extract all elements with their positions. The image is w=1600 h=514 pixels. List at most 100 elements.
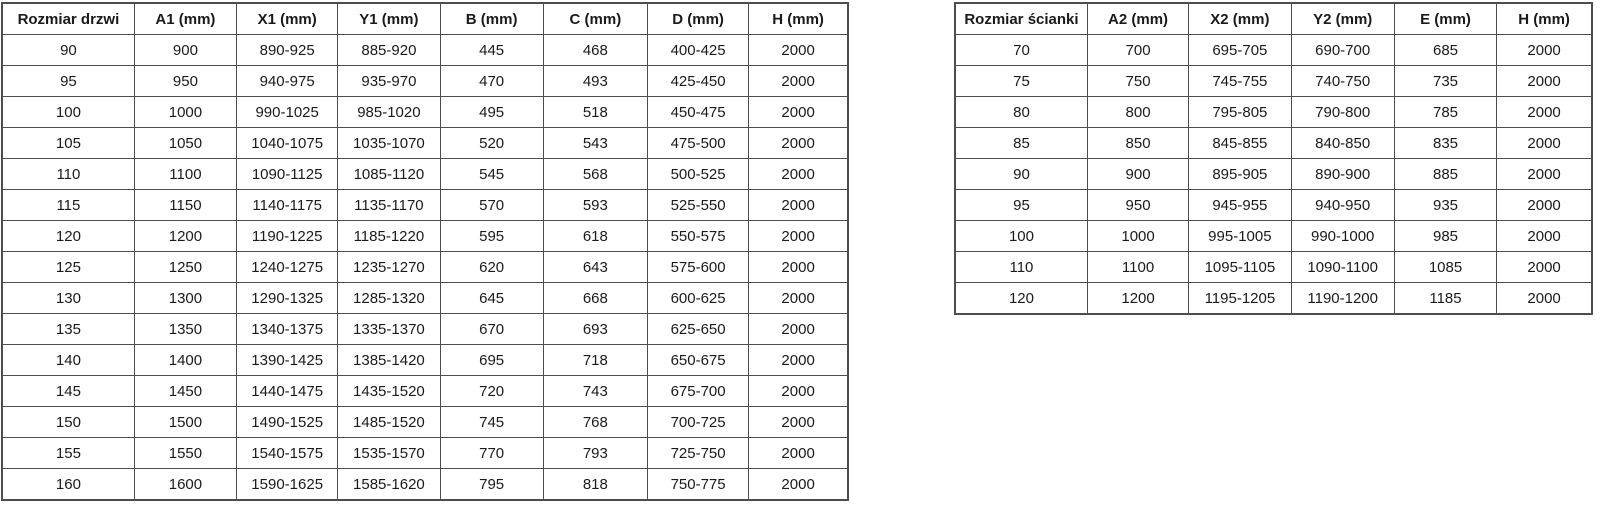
wall-size-table: Rozmiar ścianki A2 (mm) X2 (mm) Y2 (mm) E (m… bbox=[954, 2, 1593, 315]
table-cell: 1085 bbox=[1393, 251, 1498, 283]
table-cell: 518 bbox=[542, 96, 648, 128]
table-cell: 1490-1525 bbox=[236, 406, 339, 438]
table-cell: 1185-1220 bbox=[337, 220, 441, 252]
table-row: 130 1300 1290-1325 1285-1320 645 668 600-625 20… bbox=[1, 282, 849, 314]
table-cell: 618 bbox=[542, 220, 648, 252]
table-cell: 1250 bbox=[133, 251, 238, 283]
table-cell: 1390-1425 bbox=[236, 344, 339, 376]
table-cell: 890-925 bbox=[236, 34, 339, 66]
table-row: 100 1000 995-1005 990-1000 985 2000 bbox=[954, 220, 1593, 252]
table-cell: 2000 bbox=[748, 127, 849, 159]
table-cell: 1600 bbox=[133, 468, 238, 501]
table-cell: 110 bbox=[1, 158, 135, 190]
table-row: 75 750 745-755 740-750 735 2000 bbox=[954, 65, 1593, 97]
table-cell: 500-525 bbox=[646, 158, 750, 190]
table-cell: 115 bbox=[1, 189, 135, 221]
table-cell: 1100 bbox=[1086, 251, 1190, 283]
table-cell: 645 bbox=[439, 282, 544, 314]
table-cell: 835 bbox=[1393, 127, 1498, 159]
table-cell: 95 bbox=[1, 65, 135, 97]
table-cell: 990-1000 bbox=[1290, 220, 1395, 252]
table-cell: 1140-1175 bbox=[236, 189, 339, 221]
table-cell: 800 bbox=[1086, 96, 1190, 128]
table-cell: 2000 bbox=[748, 375, 849, 407]
table-row: 125 1250 1240-1275 1235-1270 620 643 575-600 20… bbox=[1, 251, 849, 283]
table-cell: 700-725 bbox=[646, 406, 750, 438]
table-cell: 1200 bbox=[133, 220, 238, 252]
table-row: 110 1100 1095-1105 1090-1100 1085 2000 bbox=[954, 251, 1593, 283]
table-cell: 2000 bbox=[1496, 220, 1593, 252]
table-cell: 1150 bbox=[133, 189, 238, 221]
table-cell: 935 bbox=[1393, 189, 1498, 221]
table-row: 110 1100 1090-1125 1085-1120 545 568 500-525 20… bbox=[1, 158, 849, 190]
table-row: 85 850 845-855 840-850 835 2000 bbox=[954, 127, 1593, 159]
table-cell: 2000 bbox=[1496, 96, 1593, 128]
table-cell: 105 bbox=[1, 127, 135, 159]
table-cell: 1240-1275 bbox=[236, 251, 339, 283]
table-cell: 790-800 bbox=[1290, 96, 1395, 128]
table-cell: 668 bbox=[542, 282, 648, 314]
table-cell: 140 bbox=[1, 344, 135, 376]
table-cell: 475-500 bbox=[646, 127, 750, 159]
column-header: X2 (mm) bbox=[1188, 2, 1292, 35]
table-cell: 468 bbox=[542, 34, 648, 66]
table-row: 145 1450 1440-1475 1435-1520 720 743 675-700 20… bbox=[1, 375, 849, 407]
table-cell: 1185 bbox=[1393, 282, 1498, 315]
table-cell: 950 bbox=[1086, 189, 1190, 221]
column-header: E (mm) bbox=[1393, 2, 1498, 35]
table-cell: 643 bbox=[542, 251, 648, 283]
table-cell: 693 bbox=[542, 313, 648, 345]
column-header: Rozmiar ścianki bbox=[954, 2, 1088, 35]
table-cell: 685 bbox=[1393, 34, 1498, 66]
column-header: C (mm) bbox=[542, 2, 648, 35]
table-cell: 743 bbox=[542, 375, 648, 407]
table-row: 150 1500 1490-1525 1485-1520 745 768 700-725 20… bbox=[1, 406, 849, 438]
table-cell: 1200 bbox=[1086, 282, 1190, 315]
table-cell: 950 bbox=[133, 65, 238, 97]
table-cell: 120 bbox=[1, 220, 135, 252]
table-cell: 2000 bbox=[748, 34, 849, 66]
table-cell: 1485-1520 bbox=[337, 406, 441, 438]
table-cell: 1000 bbox=[133, 96, 238, 128]
table-cell: 2000 bbox=[1496, 189, 1593, 221]
table-cell: 1350 bbox=[133, 313, 238, 345]
column-header: A2 (mm) bbox=[1086, 2, 1190, 35]
table-cell: 1000 bbox=[1086, 220, 1190, 252]
table-cell: 90 bbox=[1, 34, 135, 66]
table-cell: 2000 bbox=[1496, 251, 1593, 283]
table-cell: 750 bbox=[1086, 65, 1190, 97]
column-header: X1 (mm) bbox=[236, 2, 339, 35]
table-cell: 1385-1420 bbox=[337, 344, 441, 376]
table-cell: 985 bbox=[1393, 220, 1498, 252]
header-row: Rozmiar drzwi A1 (mm) X1 (mm) Y1 (mm) B (mm)… bbox=[1, 2, 849, 35]
table-cell: 840-850 bbox=[1290, 127, 1395, 159]
column-header: Y2 (mm) bbox=[1290, 2, 1395, 35]
table-cell: 600-625 bbox=[646, 282, 750, 314]
table-cell: 545 bbox=[439, 158, 544, 190]
table-cell: 2000 bbox=[748, 220, 849, 252]
table-cell: 1450 bbox=[133, 375, 238, 407]
door-size-table: Rozmiar drzwi A1 (mm) X1 (mm) Y1 (mm) B (mm)… bbox=[1, 2, 849, 501]
table-cell: 425-450 bbox=[646, 65, 750, 97]
table-cell: 740-750 bbox=[1290, 65, 1395, 97]
table-cell: 720 bbox=[439, 375, 544, 407]
table-cell: 725-750 bbox=[646, 437, 750, 469]
table-cell: 1195-1205 bbox=[1188, 282, 1292, 315]
table-cell: 745 bbox=[439, 406, 544, 438]
table-cell: 985-1020 bbox=[337, 96, 441, 128]
table-cell: 620 bbox=[439, 251, 544, 283]
table-row: 120 1200 1195-1205 1190-1200 1185 2000 bbox=[954, 282, 1593, 315]
table-cell: 2000 bbox=[748, 96, 849, 128]
table-cell: 945-955 bbox=[1188, 189, 1292, 221]
table-row: 140 1400 1390-1425 1385-1420 695 718 650-675 20… bbox=[1, 344, 849, 376]
table-cell: 935-970 bbox=[337, 65, 441, 97]
table-cell: 100 bbox=[954, 220, 1088, 252]
table-cell: 1090-1100 bbox=[1290, 251, 1395, 283]
table-cell: 575-600 bbox=[646, 251, 750, 283]
table-row: 80 800 795-805 790-800 785 2000 bbox=[954, 96, 1593, 128]
table-row: 95 950 945-955 940-950 935 2000 bbox=[954, 189, 1593, 221]
table-cell: 520 bbox=[439, 127, 544, 159]
table-cell: 120 bbox=[954, 282, 1088, 315]
table-cell: 695 bbox=[439, 344, 544, 376]
table-cell: 2000 bbox=[748, 65, 849, 97]
